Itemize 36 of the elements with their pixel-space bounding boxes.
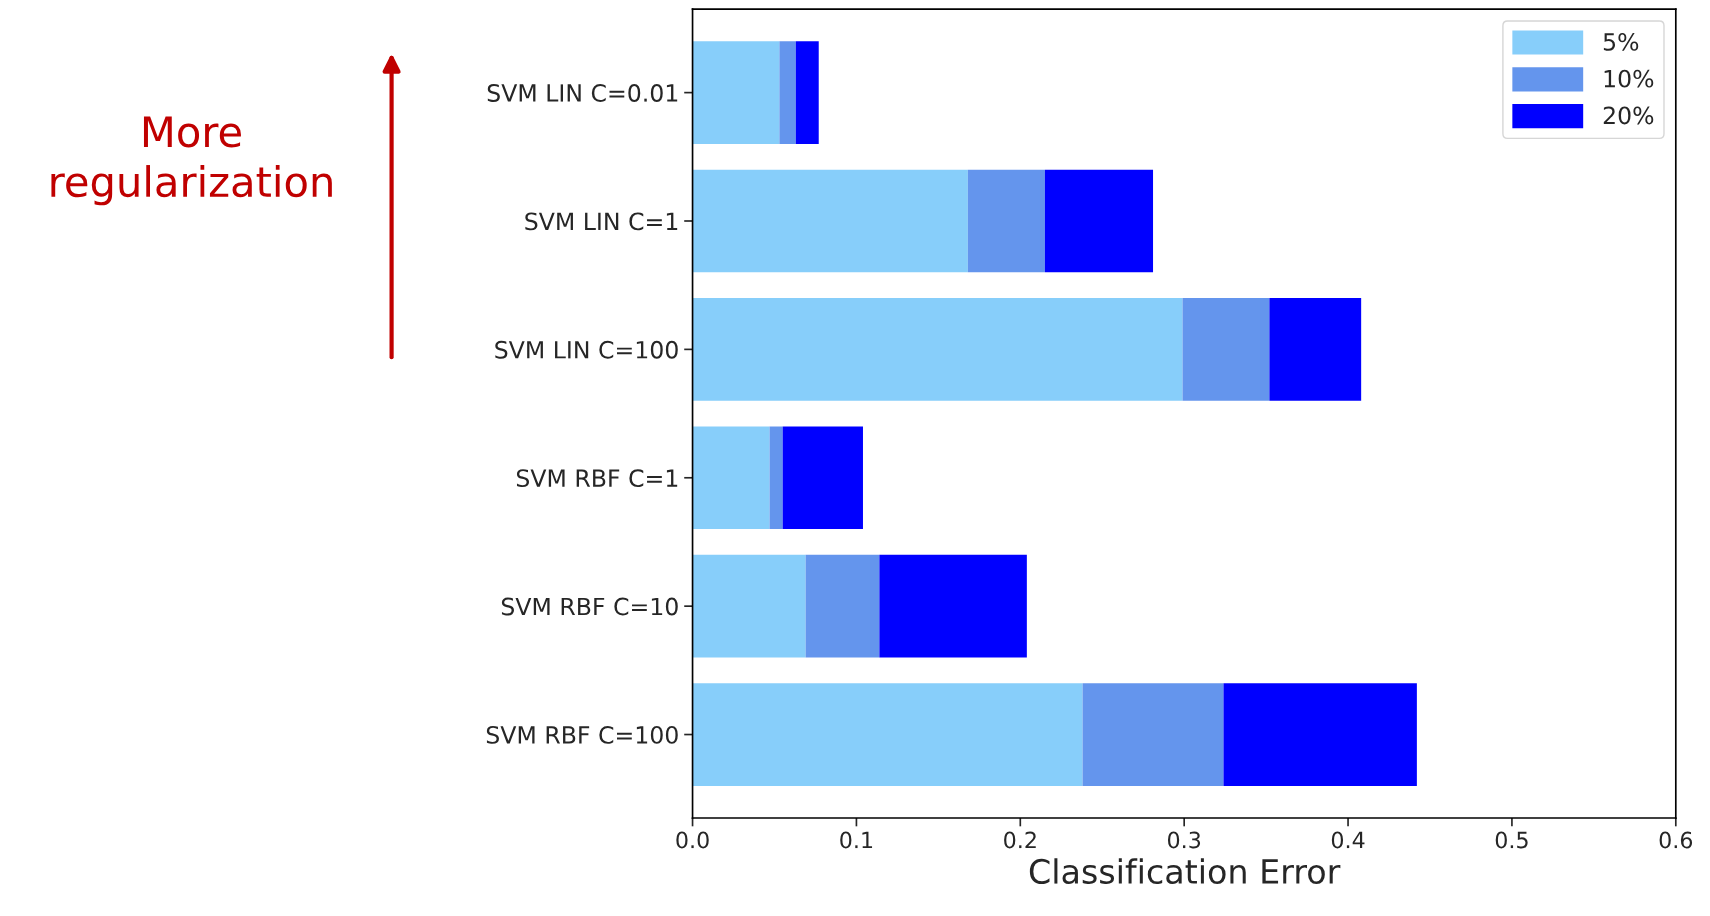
bar [879,554,1027,658]
bar [967,169,1045,273]
bar [795,41,819,144]
bar [692,169,968,273]
bar [1269,298,1362,401]
y-tick-label: SVM LIN C=100 [495,340,678,359]
bar [782,426,863,530]
x-tick-label: 0.5 [1495,831,1528,849]
bar [692,426,770,530]
x-tick-label: 0.1 [840,831,873,849]
x-tick-label: 0.6 [1659,831,1693,849]
y-tick-label: SVM RBF C=100 [486,725,678,744]
bar [692,41,780,144]
bar [692,298,1183,401]
x-axis-title: Classification Error [1029,858,1341,885]
y-tick-label: SVM RBF C=1 [516,469,678,488]
x-tick-label: 0.3 [1167,831,1201,849]
bar [692,683,1083,786]
bar [1223,683,1417,786]
bar [1182,298,1270,401]
y-tick-label: SVM RBF C=10 [501,597,678,616]
x-tick-label: 0.4 [1331,831,1365,849]
legend-label: 20% [1603,106,1654,125]
bar [769,426,783,530]
bar [805,554,880,658]
x-tick-label: 0.0 [676,831,709,849]
text: More regularization [51,116,332,206]
legend-label: 5% [1603,32,1639,51]
y-tick-label: SVM LIN C=1 [525,212,678,231]
x-tick-label: 0.2 [1004,831,1036,849]
bar [779,41,796,144]
legend-label: 10% [1604,69,1654,88]
bar [1044,169,1154,273]
y-tick-label: SVM LIN C=0.01 [487,84,678,102]
bar [692,554,806,658]
bar [1082,683,1224,786]
